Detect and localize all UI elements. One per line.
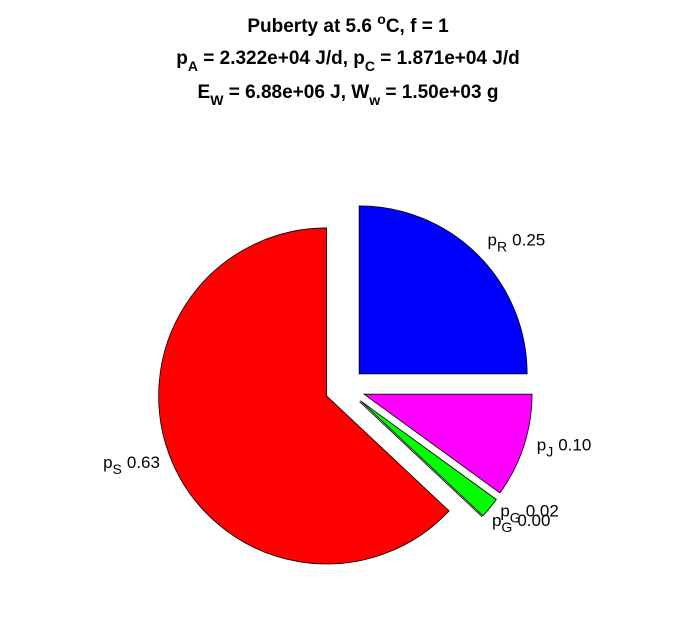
title-segment: W xyxy=(210,92,224,108)
pie-slice xyxy=(360,400,497,517)
slice-name: p xyxy=(537,435,546,454)
title-segment: Puberty at 5.6 xyxy=(247,16,377,37)
slice-label: pG 0.02 xyxy=(500,502,558,526)
chart-title-line: pA = 2.322e+04 J/d, pC = 1.871e+04 J/d xyxy=(176,48,519,74)
title-segment: o xyxy=(377,11,386,27)
slice-value-label: 0.00 xyxy=(517,511,550,530)
pie-slice xyxy=(158,227,450,565)
slice-subscript: G xyxy=(510,510,521,526)
pie-slice xyxy=(358,205,528,375)
slice-subscript: R xyxy=(497,238,507,254)
slice-name: p xyxy=(103,453,112,472)
title-segment: C xyxy=(365,58,375,74)
title-segment: = 6.88e+06 J, W xyxy=(223,82,369,103)
slice-value-label: 0.25 xyxy=(512,230,545,249)
slice-name: p xyxy=(488,230,497,249)
slice-value-label: 0.63 xyxy=(127,453,160,472)
slice-label: pJ 0.10 xyxy=(537,435,592,459)
title-segment: w xyxy=(368,92,380,108)
slice-value-label: 0.10 xyxy=(558,435,591,454)
slice-value-label: 0.02 xyxy=(526,502,559,521)
slice-label: pS 0.63 xyxy=(103,453,160,477)
slice-name: p xyxy=(500,502,509,521)
title-segment: C, f = 1 xyxy=(386,16,449,37)
title-segment: p xyxy=(176,48,188,69)
slice-name: p xyxy=(492,511,501,530)
chart-title-line: Puberty at 5.6 oC, f = 1 xyxy=(247,11,449,37)
title-segment: = 1.50e+03 g xyxy=(380,82,498,103)
pie-slice xyxy=(359,401,483,517)
title-segment: A xyxy=(188,58,198,74)
slice-subscript: G xyxy=(501,519,512,535)
chart-title-line: EW = 6.88e+06 J, Ww = 1.50e+03 g xyxy=(198,82,499,108)
slice-subscript: S xyxy=(113,461,122,477)
slice-label: pG 0.00 xyxy=(492,511,550,535)
title-segment: = 2.322e+04 J/d, p xyxy=(198,48,365,69)
slice-subscript: J xyxy=(546,443,553,459)
title-segment: E xyxy=(198,82,211,103)
pie-slice xyxy=(362,393,533,494)
title-segment: = 1.871e+04 J/d xyxy=(375,48,520,69)
slice-label: pR 0.25 xyxy=(488,230,546,254)
